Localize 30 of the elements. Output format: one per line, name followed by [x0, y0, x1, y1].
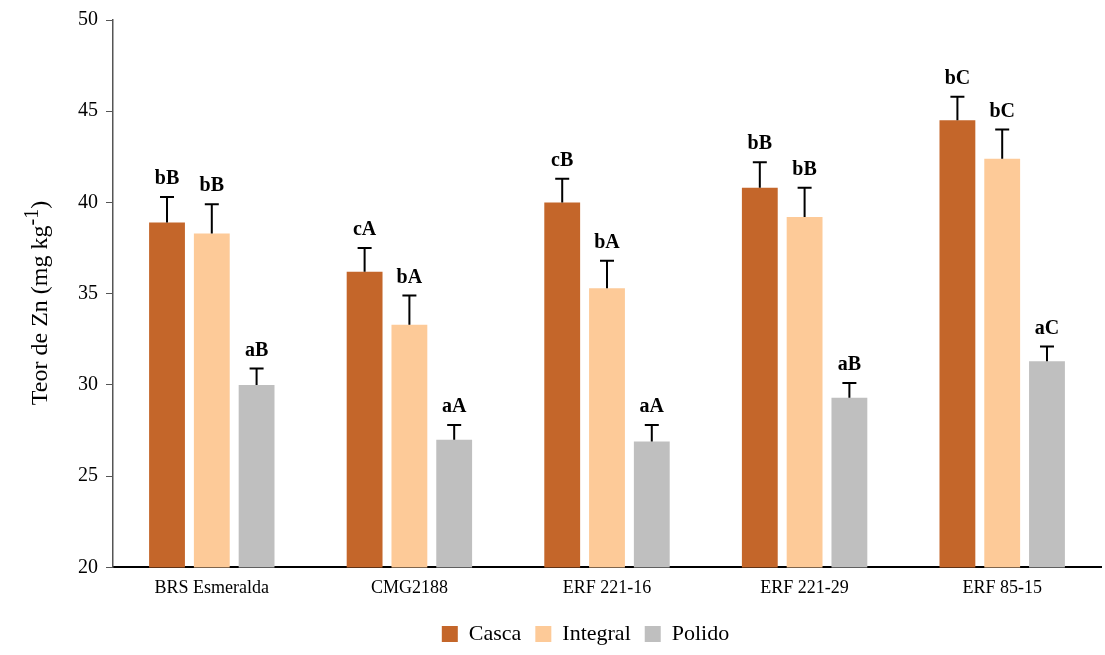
y-tick-label: 30 [78, 372, 98, 395]
x-tick-label: ERF 221-29 [760, 576, 849, 597]
data-label: bC [989, 98, 1015, 121]
data-label: aA [639, 394, 665, 417]
data-label: aA [441, 394, 467, 417]
data-label: aB [837, 352, 862, 375]
x-tick-label: CMG2188 [370, 576, 448, 597]
data-label: bB [154, 166, 180, 189]
y-tick-label: 20 [78, 554, 98, 577]
data-label: bC [944, 65, 971, 88]
y-tick-label: 35 [78, 280, 98, 303]
data-label: aC [1034, 315, 1060, 338]
y-tick-label: 25 [78, 463, 98, 486]
data-label: cB [551, 147, 574, 170]
y-tick-label: 50 [78, 7, 98, 30]
y-tick-label: 45 [78, 98, 98, 121]
y-tick-label: 40 [78, 189, 98, 212]
legend-label: Casca [468, 619, 522, 645]
data-label: bA [396, 264, 423, 287]
data-label: bB [792, 157, 817, 180]
x-tick-label: ERF 221-16 [562, 576, 652, 597]
data-label: cA [352, 217, 377, 240]
legend-label: Polido [671, 619, 730, 645]
data-label: bB [199, 173, 225, 196]
x-tick-label: ERF 85-15 [962, 576, 1042, 597]
data-label: bA [594, 230, 621, 253]
legend-label: Integral [562, 619, 631, 645]
data-label: bB [747, 131, 773, 154]
x-tick-label: BRS Esmeralda [154, 576, 270, 597]
data-label: aB [244, 337, 269, 360]
